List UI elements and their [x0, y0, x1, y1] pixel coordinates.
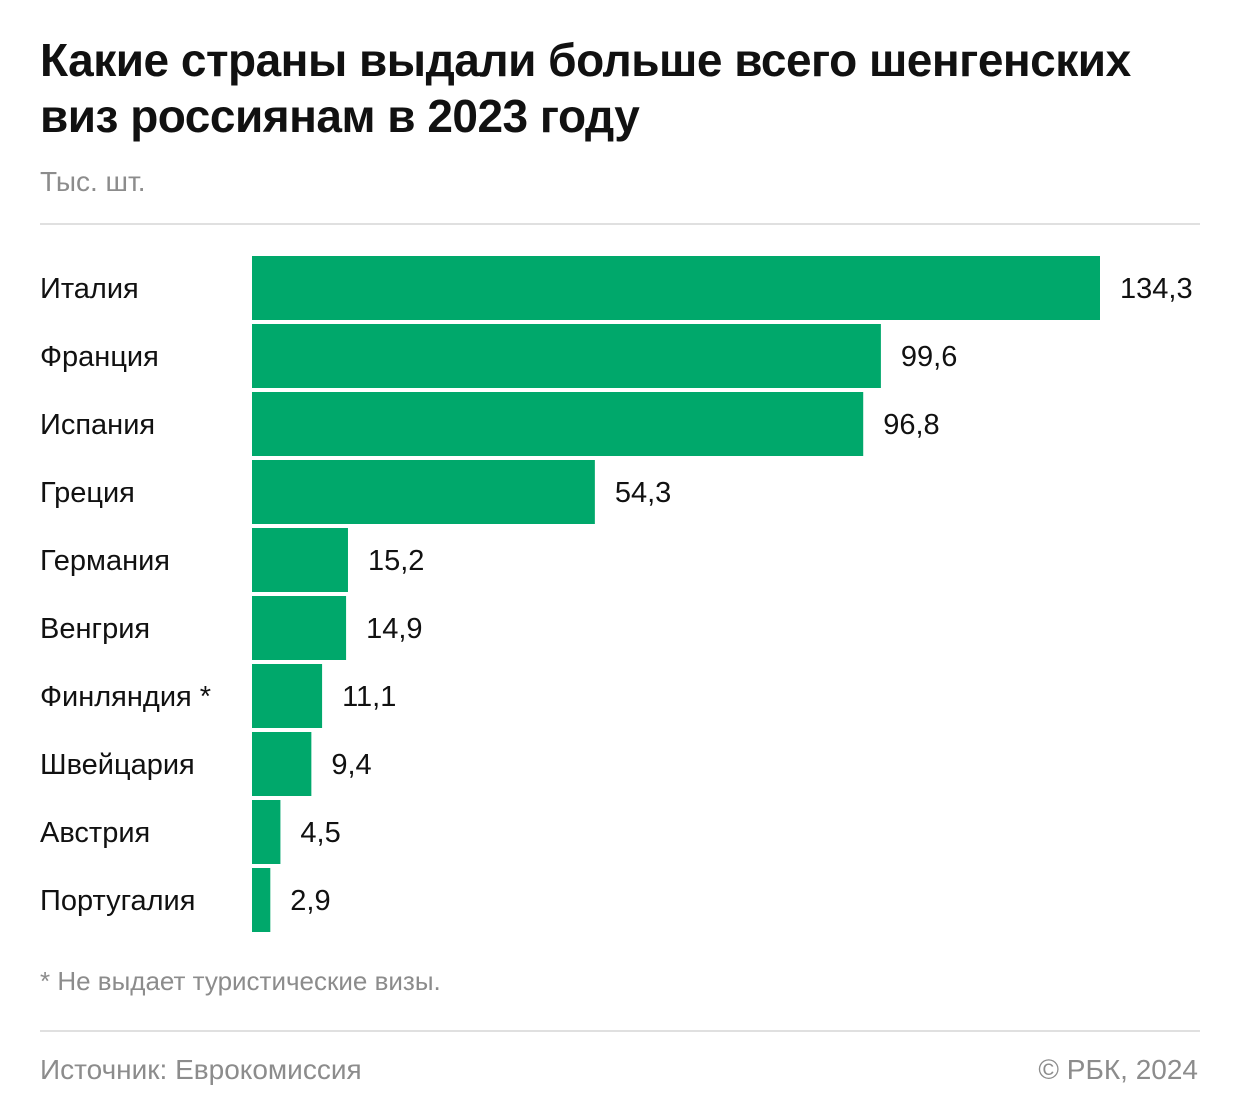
category-label: Греция	[40, 477, 135, 509]
value-label: 134,3	[1120, 273, 1193, 305]
category-label: Швейцария	[40, 749, 195, 781]
bar	[252, 392, 864, 456]
category-label: Финляндия *	[40, 681, 211, 713]
value-label: 96,8	[883, 409, 939, 441]
category-label: Германия	[40, 545, 170, 577]
category-label: Португалия	[40, 885, 195, 917]
bar	[252, 596, 347, 660]
chart-unit-label: Тыс. шт.	[40, 166, 146, 197]
footnote: * Не выдает туристические визы.	[40, 966, 441, 996]
bar	[252, 800, 281, 864]
value-label: 2,9	[290, 885, 330, 917]
category-label: Венгрия	[40, 613, 150, 645]
category-label: Италия	[40, 273, 139, 305]
category-label: Франция	[40, 341, 159, 373]
value-label: 11,1	[342, 681, 396, 713]
bar	[252, 324, 881, 388]
chart-title: Какие страны выдали больше всего шенгенс…	[40, 34, 1131, 142]
source-label: Источник: Еврокомиссия	[40, 1054, 362, 1085]
value-label: 15,2	[368, 545, 424, 577]
bar	[252, 460, 595, 524]
top-divider	[40, 223, 1200, 225]
category-label: Австрия	[40, 817, 150, 849]
bar	[252, 256, 1100, 320]
value-label: 99,6	[901, 341, 957, 373]
bar	[252, 664, 323, 728]
bar	[252, 732, 312, 796]
copyright-label: © РБК, 2024	[1038, 1054, 1198, 1085]
bar	[252, 868, 271, 932]
value-label: 9,4	[331, 749, 371, 781]
value-label: 14,9	[366, 613, 422, 645]
value-label: 4,5	[300, 817, 340, 849]
bottom-divider	[40, 1030, 1200, 1032]
category-label: Испания	[40, 409, 155, 441]
bar	[252, 528, 348, 592]
value-label: 54,3	[615, 477, 671, 509]
